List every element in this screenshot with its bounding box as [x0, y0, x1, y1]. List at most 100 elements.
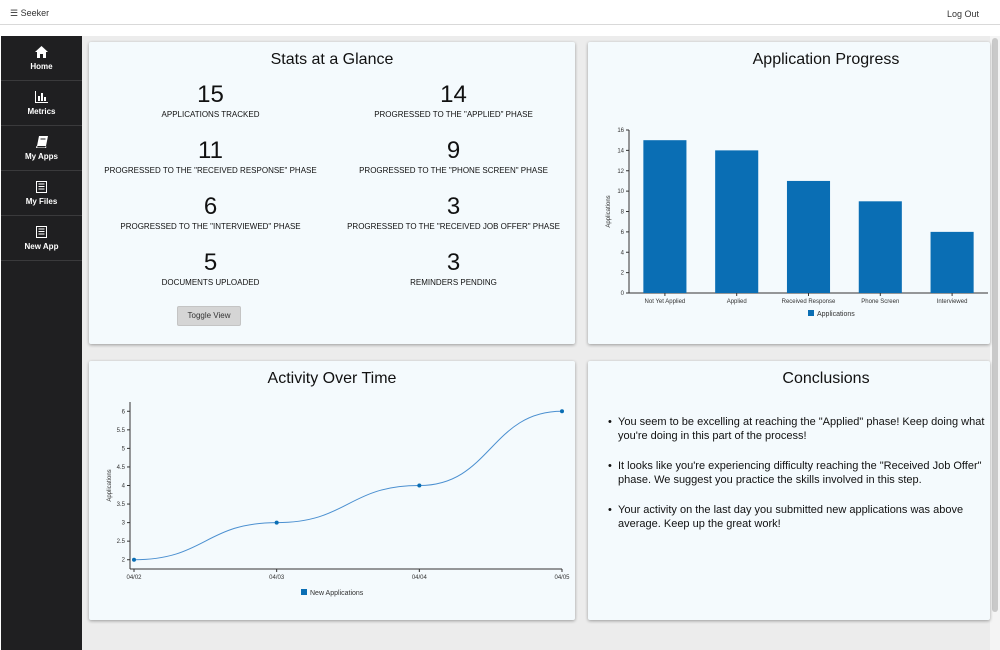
- brand-name: Seeker: [20, 8, 50, 18]
- sidebar-item-home[interactable]: Home: [1, 36, 82, 81]
- legend-swatch: [808, 310, 814, 316]
- sidebar-item-my-apps[interactable]: My Apps: [1, 126, 82, 171]
- data-point: [132, 557, 136, 562]
- stat-documents-uploaded: 5 DOCUMENTS UPLOADED: [89, 249, 332, 288]
- y-tick-label: 0: [621, 291, 625, 297]
- y-tick-label: 2: [621, 271, 625, 277]
- bar: [715, 150, 759, 293]
- activity-title: Activity Over Time: [267, 370, 397, 387]
- y-tick-label: 5: [122, 446, 126, 452]
- stats-card: Stats at a Glance 15 APPLICATIONS TRACKE…: [89, 42, 575, 344]
- x-tick-label: 04/05: [554, 575, 570, 581]
- x-tick-label: Received Response: [782, 299, 836, 305]
- y-axis-label: Applications: [107, 469, 113, 501]
- stat-label: PROGRESSED TO THE "APPLIED" PHASE: [374, 110, 533, 119]
- stat-value: 6: [203, 193, 218, 220]
- x-tick-label: 04/03: [269, 575, 285, 581]
- data-point: [560, 409, 564, 414]
- legend-swatch: [301, 589, 307, 595]
- bar: [858, 201, 902, 293]
- stat-value: 11: [198, 137, 223, 164]
- home-icon: [35, 45, 49, 59]
- stat-applied: 14 PROGRESSED TO THE "APPLIED" PHASE: [332, 81, 575, 120]
- stat-label: APPLICATIONS TRACKED: [161, 110, 260, 119]
- conclusions-list: You seem to be excelling at reaching the…: [608, 415, 990, 547]
- stat-value: 3: [446, 249, 461, 276]
- data-point: [417, 483, 422, 488]
- stat-value: 9: [446, 137, 461, 164]
- stat-label: PROGRESSED TO THE "INTERVIEWED" PHASE: [120, 222, 301, 231]
- file-icon: [35, 180, 49, 194]
- x-tick-label: 04/02: [126, 575, 142, 581]
- toggle-view-button[interactable]: Toggle View: [177, 306, 241, 326]
- conclusion-item: Your activity on the last day you submit…: [608, 503, 990, 531]
- activity-over-time-chart: 2 2.5 3 3.5 4 4.5 5 5.5 6 Applications 04/02 04/03 0…: [107, 402, 570, 597]
- bar-chart-icon: [35, 90, 49, 104]
- bar: [643, 140, 687, 293]
- stat-phone-screen: 9 PROGRESSED TO THE "PHONE SCREEN" PHASE: [332, 137, 575, 176]
- conclusions-title: Conclusions: [782, 370, 870, 387]
- y-tick-label: 16: [617, 128, 624, 134]
- application-progress-chart: 0 2 4 6 8 10 12 14 16 Applications Not Yet Applied…: [606, 128, 988, 318]
- y-tick-label: 2.5: [117, 539, 126, 545]
- y-tick-label: 3.5: [117, 502, 126, 508]
- sidebar-item-label: My Files: [25, 197, 58, 206]
- sidebar-item-my-files[interactable]: My Files: [1, 171, 82, 216]
- stat-label: PROGRESSED TO THE "RECEIVED RESPONSE" PH…: [104, 166, 317, 175]
- y-tick-label: 6: [122, 409, 126, 415]
- sidebar: Home Metrics My Apps My Files New App: [1, 36, 82, 650]
- y-tick-label: 2: [122, 558, 126, 564]
- y-tick-label: 4: [621, 250, 625, 256]
- y-tick-label: 14: [617, 148, 624, 154]
- y-tick-label: 4.5: [117, 465, 126, 471]
- stat-value: 3: [446, 193, 461, 220]
- sidebar-item-label: Home: [30, 62, 53, 71]
- x-tick-label: Not Yet Applied: [645, 299, 686, 305]
- y-tick-label: 10: [617, 189, 624, 195]
- y-tick-label: 4: [122, 484, 126, 490]
- x-tick-label: 04/04: [412, 575, 428, 581]
- x-tick-label: Phone Screen: [861, 299, 899, 305]
- stat-label: PROGRESSED TO THE "RECEIVED JOB OFFER" P…: [347, 222, 560, 231]
- stat-applications-tracked: 15 APPLICATIONS TRACKED: [89, 81, 332, 120]
- y-tick-label: 6: [621, 230, 625, 236]
- bar: [930, 231, 974, 293]
- sidebar-item-label: Metrics: [27, 107, 56, 116]
- sidebar-item-new-app[interactable]: New App: [1, 216, 82, 261]
- scrollbar-thumb[interactable]: [992, 38, 998, 612]
- bar: [786, 180, 831, 293]
- logout-link[interactable]: Log Out: [946, 9, 979, 19]
- sidebar-item-label: My Apps: [24, 152, 59, 161]
- x-tick-label: Interviewed: [937, 299, 968, 305]
- conclusion-item: It looks like you're experiencing diffic…: [608, 459, 990, 487]
- data-point: [274, 520, 279, 525]
- y-tick-label: 5.5: [117, 428, 126, 434]
- series-line: [133, 410, 563, 561]
- stat-interviewed: 6 PROGRESSED TO THE "INTERVIEWED" PHASE: [89, 193, 332, 232]
- activity-card: Activity Over Time 2 2.5 3 3.5 4 4.5 5 5.5 6 Appl…: [89, 361, 575, 620]
- application-progress-card: Application Progress 0 2 4 6 8 10 12 14 16 Applic…: [588, 42, 990, 344]
- sidebar-item-metrics[interactable]: Metrics: [1, 81, 82, 126]
- stat-job-offer: 3 PROGRESSED TO THE "RECEIVED JOB OFFER"…: [332, 193, 575, 232]
- stats-title: Stats at a Glance: [270, 51, 394, 68]
- y-axis-label: Applications: [606, 195, 612, 227]
- hamburger-icon[interactable]: ☰: [10, 8, 19, 18]
- y-tick-label: 12: [617, 169, 624, 175]
- y-tick-label: 3: [122, 521, 126, 527]
- brand-menu[interactable]: ☰ Seeker: [10, 8, 49, 19]
- progress-title: Application Progress: [752, 51, 900, 68]
- conclusion-item: You seem to be excelling at reaching the…: [608, 415, 990, 443]
- stat-value: 14: [440, 81, 467, 108]
- stat-received-response: 11 PROGRESSED TO THE "RECEIVED RESPONSE"…: [89, 137, 332, 176]
- book-icon: [35, 135, 49, 149]
- new-file-icon: [35, 225, 49, 239]
- sidebar-item-label: New App: [24, 242, 59, 251]
- conclusions-card: Conclusions You seem to be excelling at …: [588, 361, 990, 620]
- stat-value: 5: [203, 249, 218, 276]
- stat-label: DOCUMENTS UPLOADED: [161, 278, 260, 287]
- x-tick-label: Applied: [727, 299, 747, 305]
- stat-label: PROGRESSED TO THE "PHONE SCREEN" PHASE: [359, 166, 548, 175]
- top-bar: ☰ Seeker Log Out: [0, 0, 1000, 25]
- legend-label: New Applications: [310, 590, 364, 597]
- stat-value: 15: [197, 81, 224, 108]
